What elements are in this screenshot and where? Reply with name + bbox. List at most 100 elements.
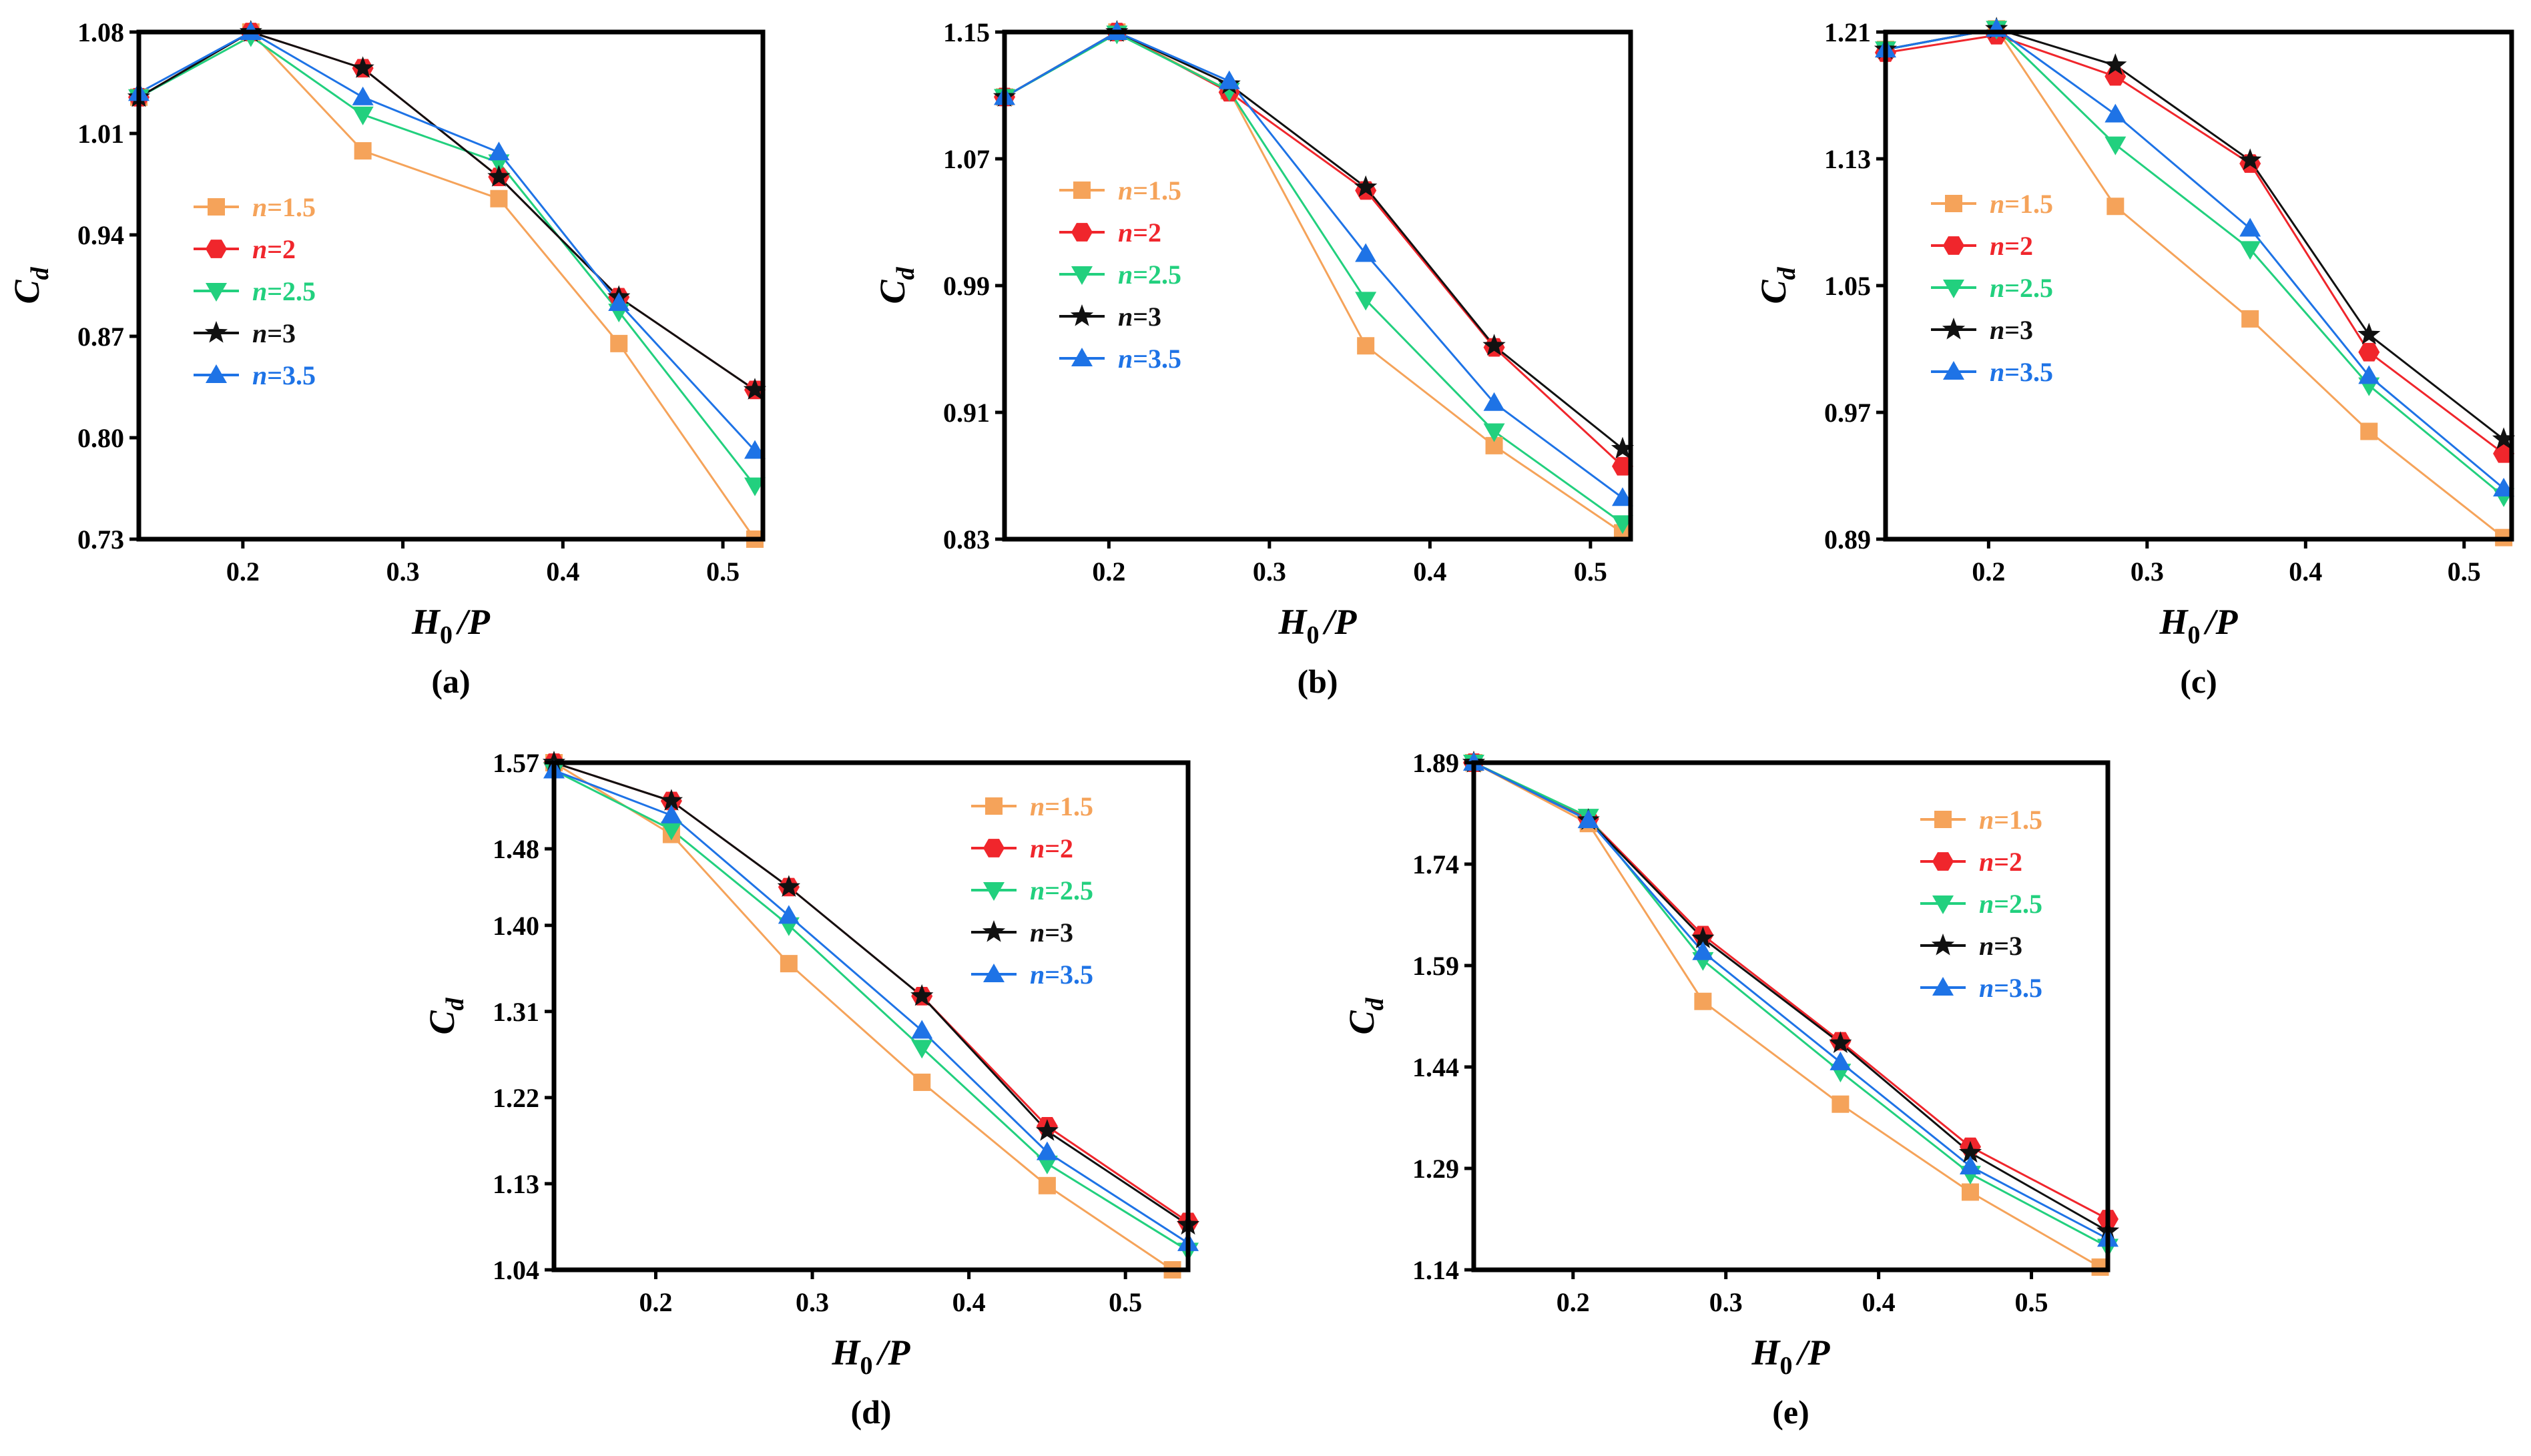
legend-marker — [1932, 895, 1954, 914]
legend-label: n=2.5 — [1118, 260, 1181, 290]
data-point — [2104, 136, 2127, 155]
legend-marker — [206, 283, 227, 302]
y-tick-label: 1.29 — [1412, 1154, 1459, 1184]
data-point — [352, 86, 374, 105]
data-point — [2104, 53, 2127, 75]
y-axis-label: Cd — [422, 997, 469, 1034]
data-point — [1355, 243, 1377, 262]
y-tick-label: 1.89 — [1412, 748, 1459, 778]
y-tick-label: 1.44 — [1412, 1052, 1459, 1082]
legend-label: n=2 — [252, 234, 296, 264]
legend-label: n=3.5 — [1990, 357, 2053, 387]
series-line-n=2 — [1885, 34, 2505, 454]
data-point — [910, 984, 934, 1006]
legend-label: n=1.5 — [1979, 805, 2042, 835]
data-point — [2239, 148, 2262, 170]
legend-label: n=3 — [1030, 918, 1073, 948]
panel-label: (d) — [850, 1393, 891, 1431]
series-line-n=2.5 — [553, 769, 1189, 1252]
data-point — [744, 440, 766, 459]
legend-marker — [206, 364, 227, 383]
legend-marker — [985, 797, 1003, 815]
data-point — [780, 955, 798, 973]
data-point — [744, 477, 766, 496]
y-tick-label: 0.73 — [77, 524, 124, 555]
legend-label: n=3.5 — [252, 360, 316, 390]
legend-marker — [983, 882, 1005, 901]
x-tick-label: 0.3 — [386, 557, 420, 587]
x-tick-label: 0.5 — [2448, 557, 2481, 587]
data-point — [1611, 436, 1635, 459]
panel-label: (b) — [1297, 663, 1338, 700]
series-line-n=1.5 — [553, 761, 1173, 1271]
legend-label: n=1.5 — [1118, 175, 1181, 206]
data-point — [2357, 322, 2381, 345]
legend-label: n=1.5 — [252, 192, 316, 222]
legend-label: n=3.5 — [1979, 973, 2042, 1003]
y-tick-label: 1.01 — [77, 119, 124, 149]
data-point — [354, 142, 372, 160]
legend-label: n=2.5 — [1979, 889, 2042, 919]
legend-marker — [1071, 348, 1093, 366]
legend-marker — [983, 839, 1005, 857]
y-tick-label: 1.08 — [77, 17, 124, 47]
data-point — [659, 789, 683, 811]
data-point — [610, 334, 628, 352]
legend-marker — [1071, 223, 1093, 242]
x-tick-label: 0.4 — [952, 1287, 986, 1317]
y-tick-label: 0.80 — [77, 423, 124, 453]
data-point — [1357, 337, 1375, 355]
y-tick-label: 1.13 — [493, 1169, 539, 1199]
legend-marker — [1931, 934, 1955, 956]
panel-label: (c) — [2180, 663, 2217, 700]
data-point — [1483, 392, 1505, 411]
data-point — [2360, 422, 2378, 440]
x-axis-label: H0/P — [2159, 602, 2238, 649]
panel-label: (e) — [1772, 1393, 1809, 1431]
data-point — [1482, 334, 1506, 356]
x-tick-label: 0.4 — [546, 557, 579, 587]
legend: n=1.5 n=2 n=2.5 n=3 n=3.5 — [1059, 175, 1181, 374]
x-tick-label: 0.3 — [1253, 557, 1286, 587]
chart-panel-1: 0.2 0.3 0.4 0.5 0.83 0.91 0.99 1.07 1.15 H0/P Cd (b… — [872, 17, 1635, 700]
x-tick-label: 0.5 — [706, 557, 740, 587]
legend-marker — [1943, 361, 1964, 380]
data-point — [608, 292, 630, 312]
data-point — [1611, 487, 1633, 506]
data-point — [1961, 1183, 1979, 1201]
legend-marker — [1945, 195, 1962, 212]
y-tick-label: 1.15 — [943, 17, 990, 47]
legend-marker — [206, 240, 227, 258]
data-point — [1354, 175, 1378, 198]
data-point — [2492, 427, 2516, 449]
y-tick-label: 1.14 — [1412, 1255, 1459, 1285]
x-tick-label: 0.2 — [1972, 557, 2005, 587]
x-axis-label: H0/P — [411, 602, 491, 649]
plot-frame — [1883, 29, 2514, 542]
series-line-n=3 — [1885, 27, 2505, 440]
y-tick-label: 1.22 — [493, 1083, 539, 1113]
x-tick-label: 0.2 — [639, 1287, 672, 1317]
data-point — [1691, 926, 1715, 948]
series-line-n=3 — [138, 31, 756, 391]
data-point — [1036, 1155, 1058, 1174]
x-tick-label: 0.5 — [1574, 557, 1607, 587]
data-point — [351, 56, 374, 78]
x-tick-label: 0.5 — [1109, 1287, 1142, 1317]
series-line-n=2 — [553, 761, 1189, 1223]
data-point — [1577, 809, 1599, 829]
data-point — [911, 1040, 933, 1059]
data-point — [911, 1020, 933, 1039]
series-line-n=2.5 — [138, 35, 756, 486]
legend-label: n=2 — [1990, 231, 2033, 261]
legend: n=1.5 n=2 n=2.5 n=3 n=3.5 — [1920, 805, 2042, 1003]
y-axis-label: Cd — [872, 266, 920, 304]
data-point — [1035, 1119, 1059, 1141]
series-line-n=3.5 — [553, 769, 1189, 1244]
data-point — [2358, 365, 2380, 384]
y-tick-label: 0.87 — [77, 322, 124, 352]
y-tick-label: 0.99 — [943, 271, 990, 301]
chart-panel-0: 0.2 0.3 0.4 0.5 0.73 0.80 0.87 0.94 1.01 1.08 H0/P… — [7, 17, 767, 700]
y-tick-label: 1.13 — [1824, 144, 1871, 174]
plot-frame — [551, 760, 1191, 1272]
